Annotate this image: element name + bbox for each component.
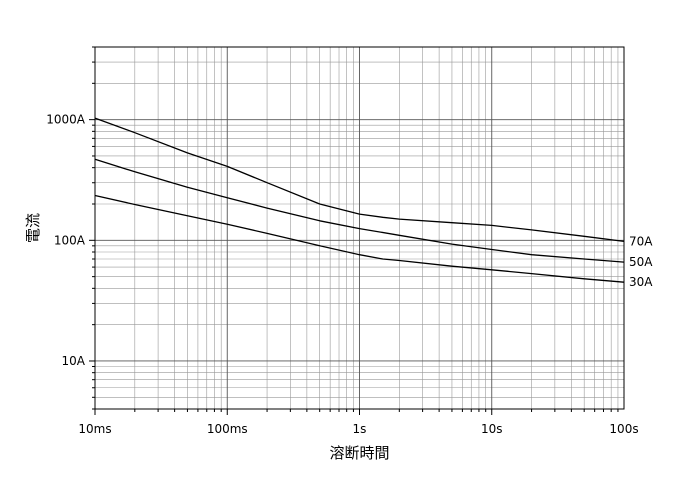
y-tick-labels: 10A 100A 1000A: [46, 113, 86, 368]
series-label-50A: 50A: [629, 255, 653, 269]
major-gridlines: [95, 47, 624, 409]
y-axis-title: 電流: [24, 213, 42, 243]
series-line-70A: [94, 117, 625, 243]
x-tick-label: 10s: [481, 422, 503, 436]
y-tick-label: 100A: [54, 233, 86, 247]
x-axis-title: 溶断時間: [329, 444, 389, 462]
series-lines: [94, 117, 625, 283]
series-labels: 70A 50A 30A: [629, 234, 653, 289]
series-label-30A: 30A: [629, 275, 653, 289]
x-tick-labels: 10ms 100ms 1s 10s 100s: [78, 422, 638, 436]
x-tick-label: 1s: [353, 422, 367, 436]
series-line-50A: [94, 158, 625, 263]
axis-ticks: [89, 46, 619, 415]
series-line-30A: [94, 194, 625, 283]
x-tick-label: 10ms: [78, 422, 111, 436]
x-tick-label: 100s: [609, 422, 638, 436]
x-tick-label: 100ms: [207, 422, 248, 436]
y-tick-label: 10A: [62, 354, 86, 368]
series-label-70A: 70A: [629, 234, 653, 248]
y-tick-label: 1000A: [46, 113, 86, 127]
